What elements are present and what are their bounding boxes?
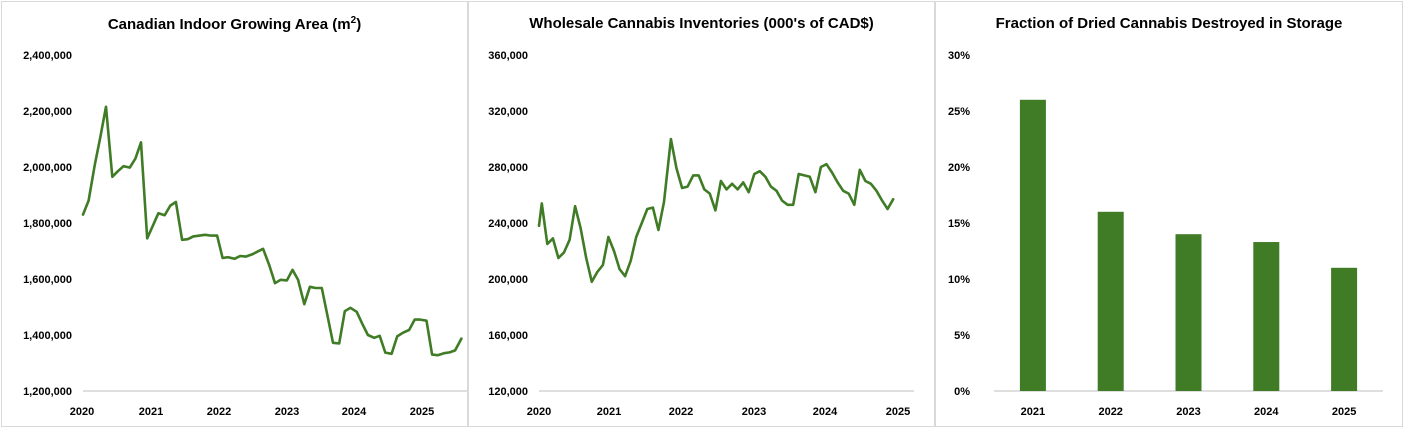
y-tick-label: 2,400,000 — [23, 50, 72, 62]
y-tick-label: 160,000 — [488, 330, 528, 342]
y-tick-label: 120,000 — [488, 386, 528, 398]
y-tick-label: 2,200,000 — [23, 106, 72, 118]
y-tick-label: 360,000 — [488, 50, 528, 62]
x-tick-label: 2023 — [1176, 406, 1200, 418]
x-tick-label: 2022 — [1098, 406, 1122, 418]
y-tick-label: 320,000 — [488, 106, 528, 118]
bar — [1019, 99, 1046, 392]
x-tick-label: 2022 — [669, 406, 693, 418]
destroyed-fraction-plot: 0% 5% 10% 15% 20% 25% 30% 2021 2022 2023 2024 2025 — [948, 50, 1383, 418]
destroyed-fraction-chart: Fraction of Dried Cannabis Destroyed in … — [935, 1, 1403, 427]
x-tick-label: 2022 — [207, 406, 231, 418]
x-tick-label: 2021 — [597, 406, 621, 418]
x-tick-label: 2025 — [1332, 406, 1356, 418]
y-tick-label: 30% — [948, 50, 970, 62]
series-line — [537, 137, 895, 284]
y-tick-label: 1,200,000 — [23, 386, 72, 398]
y-tick-label: 25% — [948, 106, 970, 118]
bar — [1331, 267, 1358, 391]
bar — [1097, 211, 1124, 391]
inventories-plot: 120,000 160,000 200,000 240,000 280,000 320,0… — [488, 50, 914, 418]
x-tick-label: 2021 — [1021, 406, 1045, 418]
bar — [1253, 242, 1280, 391]
y-tick-label: 1,600,000 — [23, 274, 72, 286]
y-tick-label: 240,000 — [488, 218, 528, 230]
x-tick-label: 2021 — [139, 406, 163, 418]
x-tick-label: 2024 — [342, 406, 367, 418]
y-tick-label: 20% — [948, 162, 970, 174]
y-tick-label: 5% — [954, 330, 970, 342]
y-tick-label: 0% — [954, 386, 970, 398]
x-tick-label: 2023 — [275, 406, 299, 418]
growing-area-chart-title: Canadian Indoor Growing Area (m2) — [107, 15, 362, 33]
y-tick-label: 1,800,000 — [23, 218, 72, 230]
y-tick-label: 280,000 — [488, 162, 528, 174]
x-tick-label: 2024 — [813, 406, 838, 418]
y-tick-label: 15% — [948, 218, 970, 230]
growing-area-plot: 1,200,000 1,400,000 1,600,000 1,800,000 2,00… — [23, 50, 467, 418]
inventories-chart-title: Wholesale Cannabis Inventories (000's of… — [529, 15, 874, 32]
series-line — [81, 105, 463, 357]
y-tick-label: 2,000,000 — [23, 162, 72, 174]
growing-area-chart: Canadian Indoor Growing Area (m2) 1,200,… — [1, 1, 468, 427]
y-tick-label: 200,000 — [488, 274, 528, 286]
x-tick-label: 2020 — [527, 406, 551, 418]
x-tick-label: 2025 — [886, 406, 910, 418]
destroyed-fraction-chart-title: Fraction of Dried Cannabis Destroyed in … — [995, 15, 1343, 32]
inventories-chart: Wholesale Cannabis Inventories (000's of… — [468, 1, 935, 427]
y-tick-label: 1,400,000 — [23, 330, 72, 342]
y-tick-label: 10% — [948, 274, 970, 286]
x-tick-label: 2020 — [70, 406, 94, 418]
x-tick-label: 2023 — [742, 406, 766, 418]
bar — [1175, 234, 1202, 391]
x-tick-label: 2024 — [1254, 406, 1279, 418]
x-tick-label: 2025 — [410, 406, 434, 418]
